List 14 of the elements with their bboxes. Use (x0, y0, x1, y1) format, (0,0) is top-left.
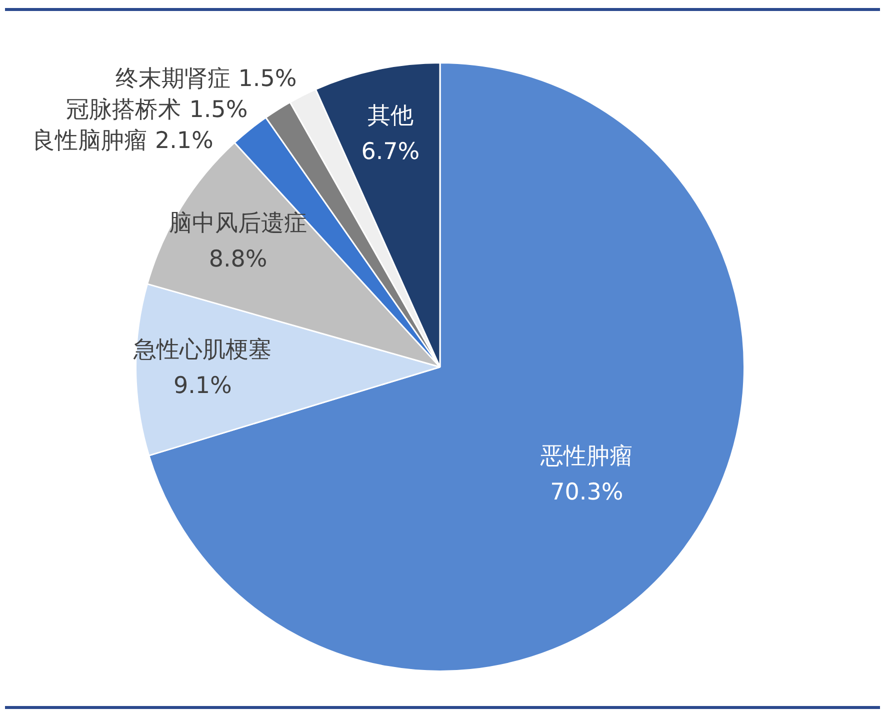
data-label: 1.5% (238, 66, 297, 92)
data-label: 1.5% (189, 96, 248, 123)
slice-label: 良性脑肿瘤 (32, 128, 147, 154)
data-label: 2.1% (154, 128, 214, 154)
data-label: 9.1% (173, 373, 232, 400)
data-label: 8.8% (208, 246, 268, 272)
slice-label: 恶性肿瘤 (540, 444, 633, 470)
slice-label: 冠脉搭桥术 (66, 96, 182, 123)
slice-label: 其他 (367, 102, 414, 129)
slice-label: 脑中风后遗症 (169, 210, 308, 236)
data-label: 6.7% (361, 138, 420, 165)
slice-label: 急性心肌梗塞 (132, 337, 272, 364)
data-label: 70.3% (550, 480, 624, 506)
slice-label: 终末期肾症 (115, 66, 230, 92)
